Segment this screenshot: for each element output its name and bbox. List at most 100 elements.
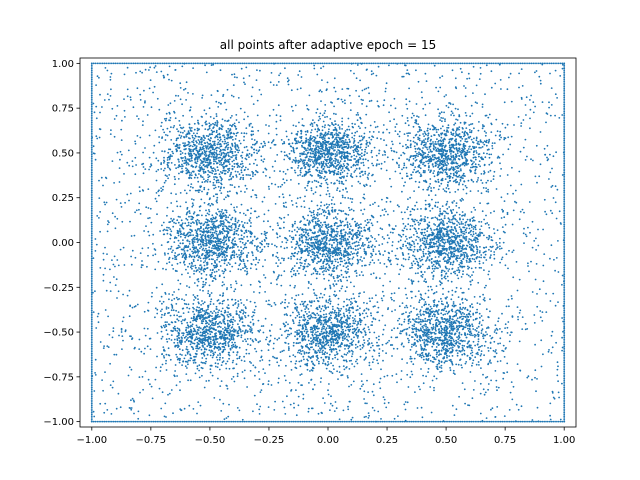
data-point <box>205 214 207 217</box>
data-point <box>320 176 323 179</box>
data-point <box>359 175 362 178</box>
data-point <box>208 213 210 216</box>
data-point <box>252 133 255 136</box>
data-point <box>288 194 291 197</box>
data-point <box>418 134 421 137</box>
data-point <box>322 261 325 263</box>
data-point <box>440 218 443 221</box>
data-point <box>318 213 321 216</box>
data-point <box>333 133 336 136</box>
data-point <box>363 185 366 188</box>
data-point <box>448 168 451 171</box>
data-point <box>221 140 224 143</box>
data-point <box>458 128 460 131</box>
data-point <box>202 228 205 231</box>
data-point <box>338 127 341 130</box>
data-point <box>299 169 302 172</box>
data-point <box>316 220 319 223</box>
data-point <box>194 264 197 267</box>
data-point <box>450 114 452 116</box>
data-point <box>396 247 399 250</box>
data-point <box>198 140 201 143</box>
data-point <box>191 116 193 118</box>
data-point <box>237 151 240 154</box>
data-point <box>477 153 480 156</box>
data-point <box>326 247 328 249</box>
data-point <box>428 255 431 257</box>
data-point <box>352 209 355 212</box>
data-point <box>175 167 178 170</box>
data-point <box>355 155 358 158</box>
data-point <box>354 169 357 172</box>
data-point <box>462 273 464 276</box>
data-point <box>211 133 214 136</box>
data-point <box>441 166 443 169</box>
data-point <box>226 230 229 233</box>
data-point <box>324 104 327 106</box>
data-point <box>221 270 224 272</box>
data-point <box>334 249 336 252</box>
data-point <box>446 158 449 161</box>
data-point <box>147 217 150 220</box>
data-point <box>345 155 348 158</box>
data-point <box>353 138 355 140</box>
data-point <box>487 238 490 241</box>
data-point <box>194 229 197 232</box>
data-point <box>437 128 440 131</box>
data-point <box>456 165 458 168</box>
data-point <box>422 153 425 156</box>
data-point <box>213 173 216 176</box>
data-point <box>472 228 475 230</box>
data-point <box>207 154 210 157</box>
data-point <box>470 138 473 141</box>
data-point <box>198 136 201 138</box>
data-point <box>206 230 209 233</box>
data-point <box>178 228 181 230</box>
data-point <box>457 232 459 235</box>
data-point <box>456 224 458 227</box>
data-point <box>348 228 351 231</box>
data-point <box>217 157 220 159</box>
data-point <box>416 242 419 245</box>
data-point <box>192 260 195 263</box>
data-point <box>241 220 243 223</box>
data-point <box>201 161 204 163</box>
data-point <box>371 224 374 227</box>
data-point <box>417 236 420 239</box>
data-point <box>217 141 220 144</box>
data-point <box>244 157 247 160</box>
data-point <box>312 162 315 165</box>
data-point <box>477 129 480 132</box>
data-point <box>219 187 222 190</box>
data-point <box>173 111 176 114</box>
data-point <box>183 162 186 165</box>
data-point <box>222 251 225 253</box>
data-point <box>364 243 366 246</box>
data-point <box>474 260 477 263</box>
data-point <box>200 272 203 275</box>
data-point <box>191 263 194 265</box>
data-point <box>228 214 231 217</box>
data-point <box>418 153 420 156</box>
data-point <box>179 131 182 134</box>
data-point <box>455 254 457 257</box>
data-point <box>454 179 456 182</box>
data-point <box>461 131 464 134</box>
data-point <box>473 161 475 163</box>
data-point <box>203 168 205 171</box>
data-point <box>469 190 472 193</box>
data-point <box>185 201 187 204</box>
data-point <box>441 205 444 208</box>
data-point <box>164 139 167 141</box>
data-point <box>425 133 427 136</box>
data-point <box>191 140 194 143</box>
data-point <box>257 245 259 248</box>
data-point <box>263 233 266 236</box>
data-point <box>321 125 324 128</box>
data-point <box>375 154 378 157</box>
data-point <box>467 148 470 150</box>
data-point <box>212 184 215 187</box>
data-point <box>310 273 313 276</box>
data-point <box>315 241 318 244</box>
data-point <box>205 209 207 212</box>
